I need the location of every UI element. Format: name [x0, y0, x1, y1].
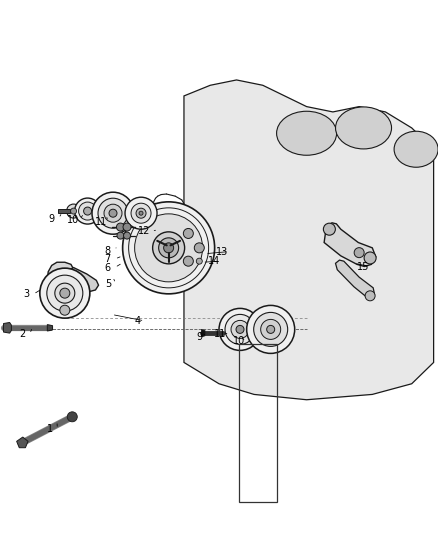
- Text: 14: 14: [208, 256, 220, 266]
- Circle shape: [67, 204, 81, 218]
- Text: 2: 2: [20, 329, 26, 339]
- Circle shape: [136, 208, 146, 218]
- Text: 11: 11: [95, 217, 107, 227]
- Polygon shape: [68, 268, 99, 292]
- Circle shape: [123, 223, 131, 231]
- Polygon shape: [336, 260, 374, 298]
- Text: 7: 7: [105, 254, 111, 264]
- Text: 10: 10: [233, 336, 245, 346]
- Circle shape: [74, 198, 101, 224]
- Circle shape: [323, 223, 336, 235]
- Polygon shape: [47, 262, 74, 293]
- Circle shape: [152, 232, 185, 264]
- Text: 9: 9: [196, 332, 202, 342]
- Ellipse shape: [336, 107, 392, 149]
- Polygon shape: [184, 80, 434, 400]
- Text: 15: 15: [357, 262, 370, 271]
- Circle shape: [104, 204, 122, 222]
- Polygon shape: [47, 325, 53, 331]
- Text: 3: 3: [23, 289, 29, 299]
- Circle shape: [134, 214, 203, 282]
- Circle shape: [139, 211, 143, 215]
- Circle shape: [247, 305, 295, 353]
- Circle shape: [261, 319, 281, 340]
- Text: 13: 13: [216, 247, 228, 256]
- Text: 6: 6: [105, 263, 111, 272]
- Circle shape: [184, 229, 193, 238]
- Circle shape: [84, 207, 92, 215]
- Polygon shape: [4, 322, 11, 333]
- Circle shape: [364, 252, 376, 264]
- Text: 8: 8: [105, 246, 111, 255]
- Text: 9: 9: [49, 214, 55, 223]
- Circle shape: [184, 256, 193, 266]
- Circle shape: [125, 197, 157, 229]
- Circle shape: [236, 325, 244, 334]
- Polygon shape: [17, 437, 28, 448]
- Text: 5: 5: [106, 279, 112, 288]
- Text: 4: 4: [134, 316, 141, 326]
- Circle shape: [55, 283, 75, 303]
- Circle shape: [117, 232, 124, 239]
- Polygon shape: [177, 213, 206, 277]
- Circle shape: [60, 288, 70, 298]
- Ellipse shape: [277, 111, 336, 155]
- Circle shape: [78, 202, 97, 220]
- Circle shape: [123, 202, 215, 294]
- Polygon shape: [58, 209, 70, 213]
- Circle shape: [231, 320, 249, 338]
- Circle shape: [71, 208, 77, 214]
- Circle shape: [254, 312, 288, 346]
- Circle shape: [196, 258, 202, 264]
- Circle shape: [60, 305, 70, 315]
- Text: 11: 11: [214, 329, 226, 338]
- Text: 10: 10: [67, 215, 79, 224]
- Circle shape: [194, 243, 204, 253]
- Bar: [239, 344, 277, 502]
- Circle shape: [219, 309, 261, 350]
- Circle shape: [67, 412, 77, 422]
- Polygon shape: [201, 329, 205, 337]
- Circle shape: [40, 268, 90, 318]
- Text: 1: 1: [47, 424, 53, 434]
- Polygon shape: [324, 223, 376, 266]
- Circle shape: [159, 238, 179, 258]
- Circle shape: [354, 248, 364, 257]
- Circle shape: [164, 243, 173, 253]
- Circle shape: [117, 223, 124, 231]
- Circle shape: [98, 198, 128, 228]
- Circle shape: [47, 275, 83, 311]
- Circle shape: [109, 209, 117, 217]
- Circle shape: [131, 203, 151, 223]
- Circle shape: [267, 325, 275, 334]
- Circle shape: [365, 291, 375, 301]
- Circle shape: [124, 232, 131, 239]
- Ellipse shape: [394, 131, 438, 167]
- Circle shape: [92, 192, 134, 234]
- Circle shape: [225, 314, 255, 344]
- Text: 12: 12: [138, 227, 151, 236]
